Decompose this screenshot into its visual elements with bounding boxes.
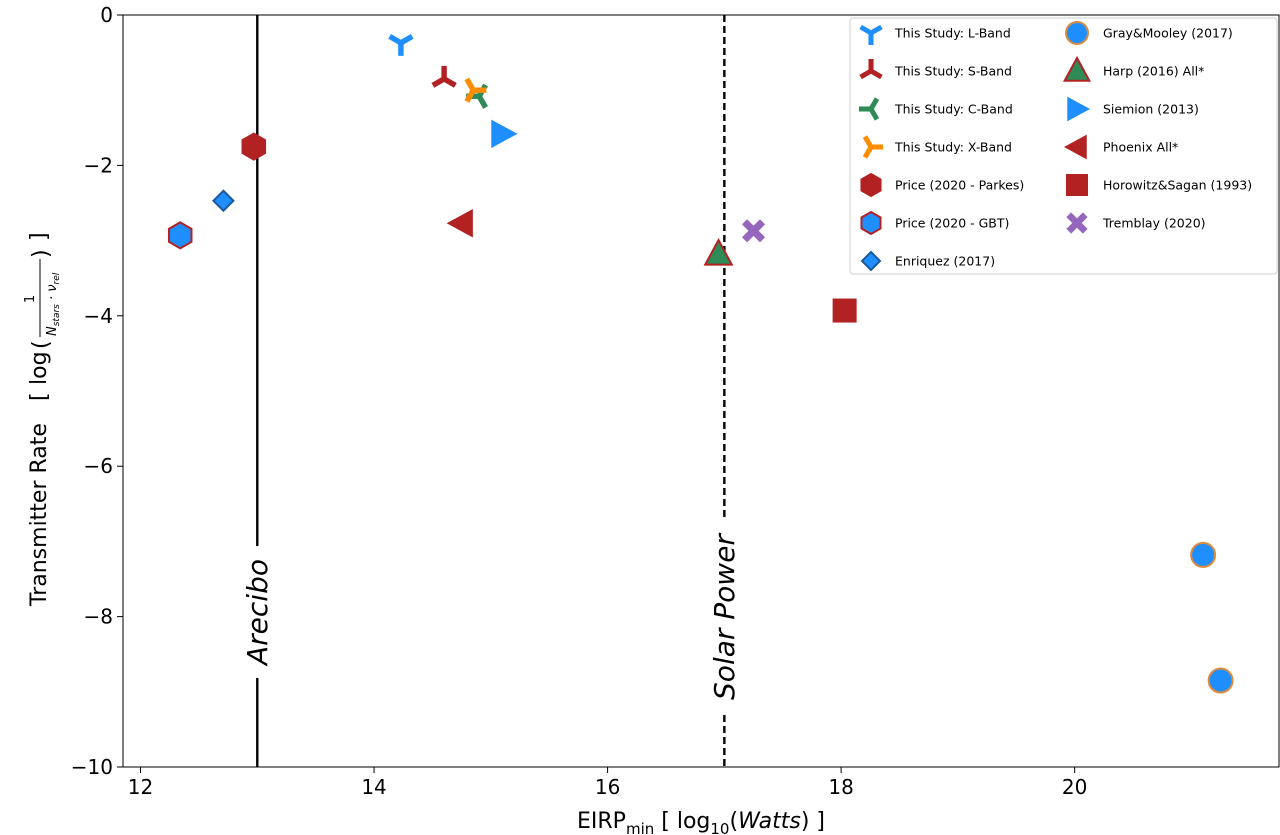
legend-label: This Study: X-Band xyxy=(894,140,1012,155)
y-axis-title: Transmitter Rate [ log ( 1 Nstars · νrel… xyxy=(23,232,62,607)
data-point-harp-2016-all xyxy=(703,238,734,266)
x-tick-label: 16 xyxy=(595,775,620,799)
legend-marker xyxy=(1065,21,1089,45)
y-tick-label: −10 xyxy=(71,755,113,779)
legend-label: Gray&Mooley (2017) xyxy=(1103,26,1233,41)
x-tick-label: 20 xyxy=(1062,775,1087,799)
legend-label: This Study: C-Band xyxy=(894,102,1013,117)
legend-item-gray-mooley-2017: Gray&Mooley (2017) xyxy=(1065,21,1233,45)
legend-item-phoenix-all: Phoenix All* xyxy=(1064,134,1178,160)
svg-text:(: ( xyxy=(29,340,54,349)
legend-marker xyxy=(1064,134,1087,160)
legend-item-siemion-2013: Siemion (2013) xyxy=(1067,96,1199,122)
data-point-price-2020-gbt xyxy=(167,221,193,250)
legend-marker xyxy=(1062,55,1092,82)
plot-frame xyxy=(122,14,1280,768)
legend-marker xyxy=(862,135,883,159)
legend-marker xyxy=(860,250,882,272)
x-axis-title: EIRPmin [ log10(Watts) ] xyxy=(577,809,825,835)
legend-marker xyxy=(1066,174,1088,196)
legend-item-this-study-l-band: This Study: L-Band xyxy=(859,24,1011,45)
y-tick-label: 0 xyxy=(100,3,113,27)
solar-power-line-label: Solar Power xyxy=(708,533,741,700)
data-point-this-study-x-band xyxy=(464,77,487,103)
legend-label: Tremblay (2020) xyxy=(1102,216,1206,231)
x-tick-label: 18 xyxy=(828,775,853,799)
legend-marker xyxy=(860,172,882,198)
svg-text:Transmitter Rate: Transmitter Rate xyxy=(27,423,52,607)
x-tick-label: 14 xyxy=(361,775,386,799)
svg-text:]: ] xyxy=(27,232,52,241)
legend-marker xyxy=(860,210,882,236)
x-tick-label: 12 xyxy=(128,775,153,799)
y-tick-label: −2 xyxy=(84,153,113,177)
svg-text:Nstars · νrel: Nstars · νrel xyxy=(45,272,62,336)
svg-text:[: [ xyxy=(27,392,52,401)
y-tick-label: −6 xyxy=(84,454,113,478)
legend-marker xyxy=(1066,212,1088,234)
data-point-this-study-l-band xyxy=(388,33,414,56)
data-point-horowitz-sagan-1993 xyxy=(832,298,857,323)
legend-item-enriquez-2017: Enriquez (2017) xyxy=(860,250,995,272)
legend-item-this-study-x-band: This Study: X-Band xyxy=(862,135,1012,159)
legend: This Study: L-Band This Study: S-Band This… xyxy=(849,17,1278,275)
legend-item-price-2020-gbt: Price (2020 - GBT) xyxy=(860,210,1009,236)
svg-text:): ) xyxy=(29,249,54,258)
reference-lines: Arecibo Solar Power xyxy=(241,15,741,767)
legend-item-this-study-c-band: This Study: C-Band xyxy=(859,97,1013,121)
data-point-siemion-2013 xyxy=(491,119,518,149)
legend-marker xyxy=(859,24,883,45)
legend-label: Enriquez (2017) xyxy=(895,254,995,269)
data-points xyxy=(167,33,1234,694)
svg-text:1: 1 xyxy=(23,295,38,303)
data-point-price-2020-parkes xyxy=(241,132,267,161)
axis-ticks: 12 14 16 18 20 0 −2 −4 −6 −8 −10 xyxy=(71,3,1088,799)
data-point-tremblay-2020 xyxy=(741,219,766,243)
data-point-this-study-s-band xyxy=(431,65,457,88)
legend-label: This Study: S-Band xyxy=(894,64,1012,79)
legend-label: Price (2020 - GBT) xyxy=(895,216,1009,231)
legend-item-harp-2016-all: Harp (2016) All* xyxy=(1062,55,1204,82)
legend-label: Horowitz&Sagan (1993) xyxy=(1103,178,1252,193)
data-point-phoenix-all xyxy=(446,209,473,238)
legend-label: Price (2020 - Parkes) xyxy=(895,178,1024,193)
legend-item-tremblay-2020: Tremblay (2020) xyxy=(1066,212,1206,234)
legend-marker xyxy=(859,97,880,121)
legend-item-this-study-s-band: This Study: S-Band xyxy=(859,59,1012,80)
arecibo-line-label: Arecibo xyxy=(241,559,274,667)
svg-text:log: log xyxy=(27,351,52,385)
y-tick-label: −8 xyxy=(84,605,113,629)
legend-marker xyxy=(1067,96,1090,122)
legend-marker xyxy=(859,59,883,80)
legend-label: This Study: L-Band xyxy=(894,26,1011,41)
legend-item-horowitz-sagan-1993: Horowitz&Sagan (1993) xyxy=(1066,174,1252,196)
data-point-gray-mooley-2017 xyxy=(1190,541,1217,568)
legend-label: Harp (2016) All* xyxy=(1103,64,1204,79)
legend-item-price-2020-parkes: Price (2020 - Parkes) xyxy=(860,172,1024,198)
y-tick-label: −4 xyxy=(84,304,113,328)
data-point-gray-mooley-2017 xyxy=(1207,667,1234,694)
legend-label: Siemion (2013) xyxy=(1103,102,1199,117)
legend-box xyxy=(849,17,1278,275)
legend-label: Phoenix All* xyxy=(1103,140,1178,155)
data-point-enriquez-2017 xyxy=(212,189,235,213)
